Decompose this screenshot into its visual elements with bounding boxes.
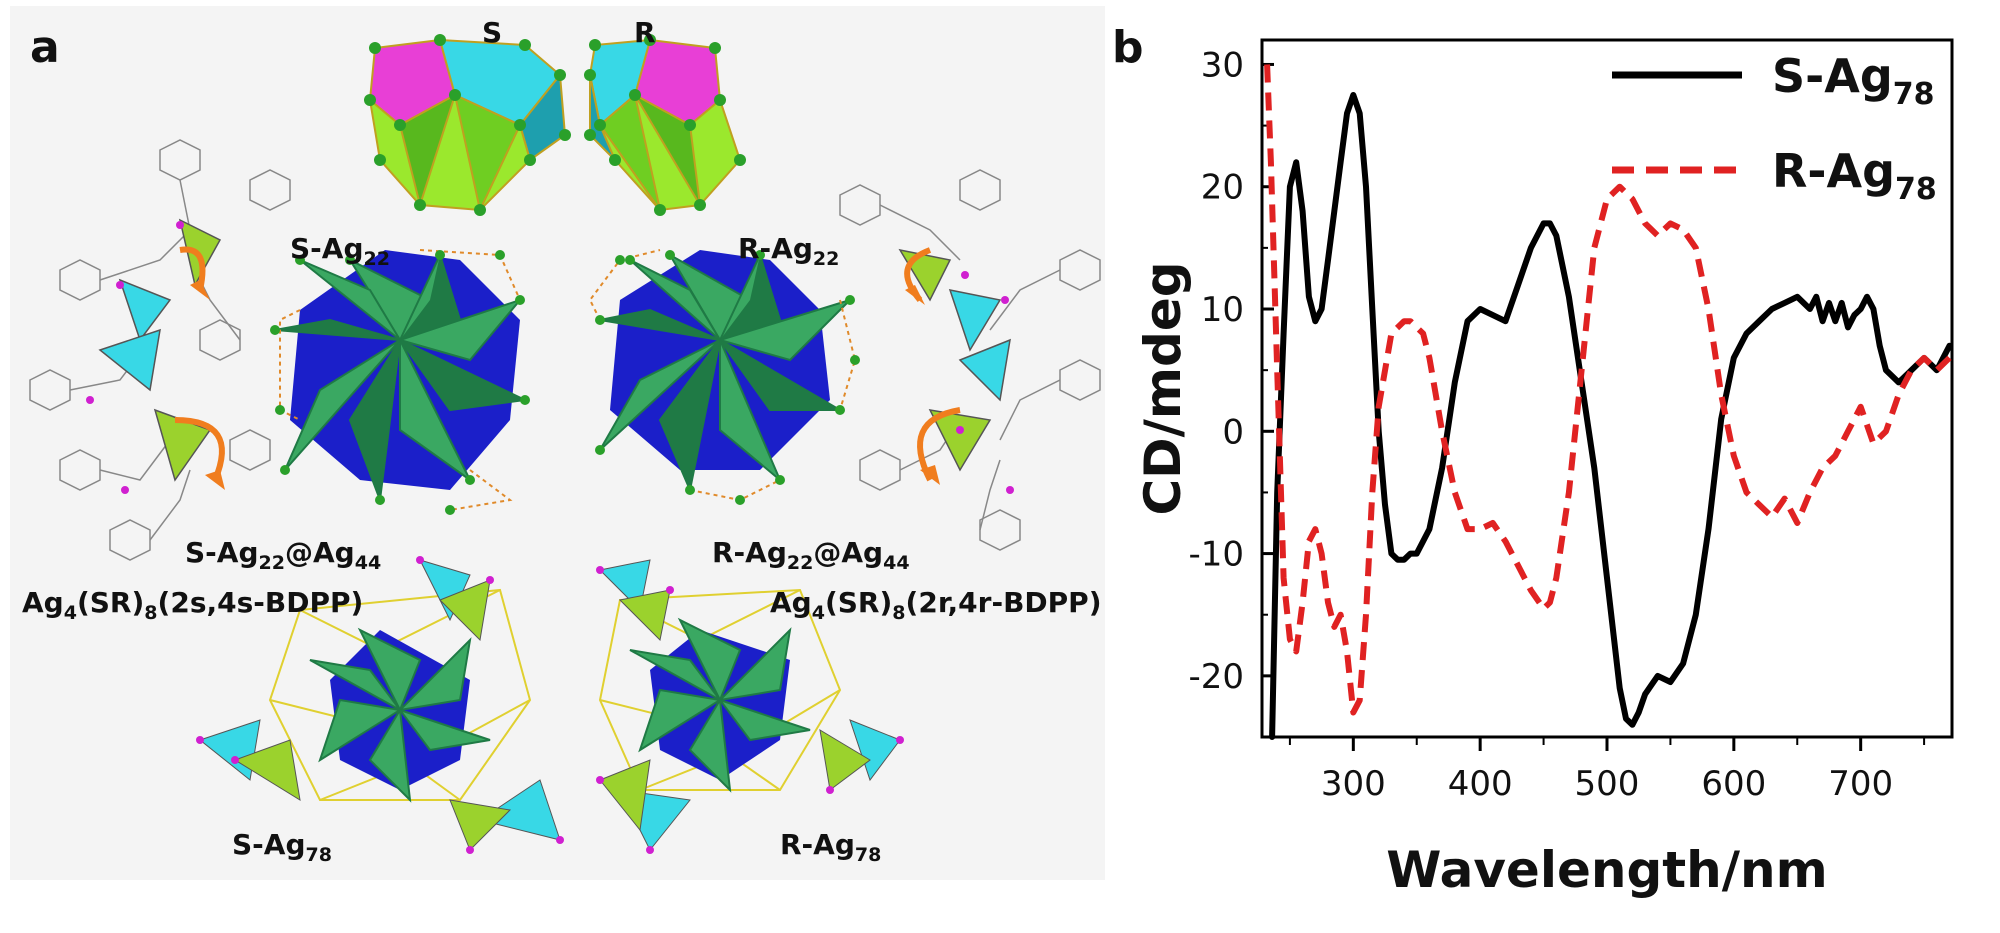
x-tick-label: 300 [1321, 764, 1386, 804]
r-ag4-ligand-chain [839, 169, 1101, 551]
series-line-1 [1264, 64, 1952, 716]
legend-label-1: R-Ag78 [1772, 144, 1937, 207]
s-ligand-label: Ag4(SR)8(2s,4s-BDPP) [22, 586, 364, 624]
y-tick-label: 10 [1201, 290, 1244, 330]
r-ag22-label: R-Ag22 [738, 232, 840, 270]
x-tick-label: 400 [1448, 764, 1513, 804]
y-tick-label: -20 [1188, 657, 1244, 697]
r-ag78-cluster [596, 559, 904, 854]
y-tick-label: 0 [1222, 412, 1244, 452]
r-ag78-label: R-Ag78 [780, 828, 882, 866]
y-axis-label: CD/mdeg [1134, 261, 1192, 515]
y-tick-label: -10 [1188, 535, 1244, 575]
x-tick-label: 600 [1701, 764, 1766, 804]
s-ag22-ag44-core [270, 249, 530, 515]
r-ag22-cluster-top [584, 34, 746, 216]
x-tick-label: 700 [1828, 764, 1893, 804]
x-axis-label: Wavelength/nm [1386, 841, 1828, 899]
s-core-label: S-Ag22@Ag44 [185, 536, 382, 574]
r-ag22-ag44-core [588, 249, 860, 505]
s-ag4-ligand-chain [29, 139, 291, 561]
s-ag22-cluster-top [364, 34, 571, 216]
s-ag78-cluster [196, 556, 564, 854]
label-r: R [634, 16, 656, 49]
y-tick-label: 30 [1201, 45, 1244, 85]
panel-a-letter: a [30, 22, 60, 73]
label-s: S [482, 16, 503, 49]
legend-label-0: S-Ag78 [1772, 49, 1935, 112]
s-ag22-label: S-Ag22 [290, 232, 390, 270]
r-core-label: R-Ag22@Ag44 [712, 536, 910, 574]
panel-b-letter: b [1112, 22, 1144, 73]
x-tick-label: 500 [1575, 764, 1640, 804]
y-tick-label: 20 [1201, 168, 1244, 208]
r-ligand-label: Ag4(SR)8(2r,4r-BDPP) [770, 586, 1102, 624]
s-ag78-label: S-Ag78 [232, 828, 332, 866]
